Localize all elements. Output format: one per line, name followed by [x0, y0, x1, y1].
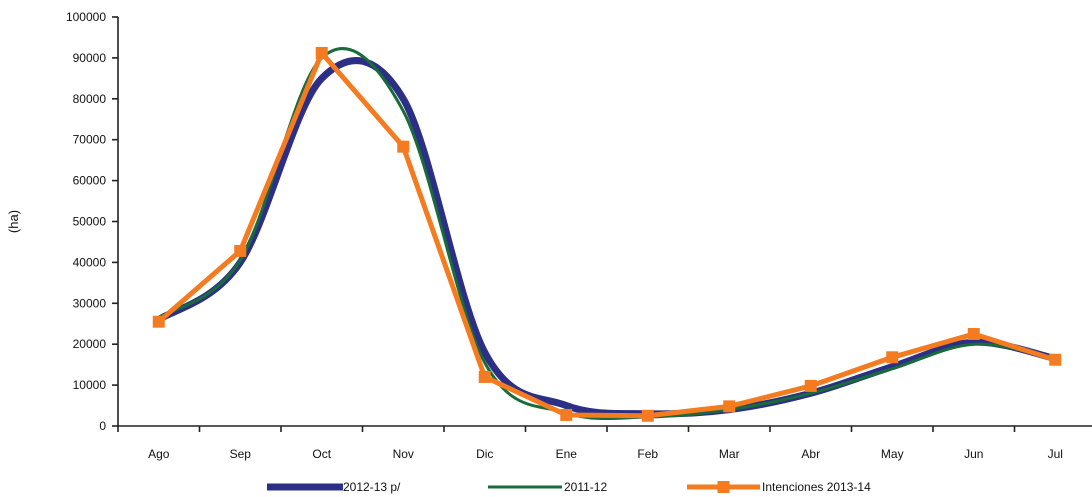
x-tick-label: Nov — [393, 447, 414, 461]
y-tick-label: 0 — [99, 419, 106, 433]
data-point-marker — [152, 315, 165, 328]
data-point-marker — [234, 244, 247, 257]
x-tick-label: May — [881, 447, 904, 461]
x-axis-ticks: Ago Sep Oct Nov Dic Ene Feb Mar Abr May Jun Jul — [117, 426, 1063, 461]
series-layer — [152, 46, 1062, 422]
data-point-marker — [1049, 353, 1062, 366]
legend: 2012-13 p/2011-12 Intenciones 2013-14 — [267, 480, 871, 494]
x-tick-label: Feb — [637, 447, 658, 461]
x-tick-label: Ene — [556, 447, 578, 461]
legend-swatch-marker — [717, 481, 730, 493]
data-point-marker — [886, 351, 899, 364]
y-tick-label: 100000 — [66, 10, 106, 24]
x-tick-label: Oct — [312, 447, 331, 461]
series-line — [155, 57, 1059, 418]
legend-item: 2011-12 — [488, 480, 607, 494]
y-tick-label: 60000 — [73, 174, 107, 188]
x-tick-label: Sep — [230, 447, 252, 461]
y-tick-label: 30000 — [73, 296, 107, 310]
data-point-marker — [967, 327, 980, 340]
y-tick-label: 10000 — [73, 378, 107, 392]
series-line — [157, 47, 1057, 421]
axes-layer: 0 10000 20000 30000 40000 50000 60000 70000 8000… — [6, 10, 1092, 461]
data-point-marker — [478, 370, 491, 383]
legend-label: Intenciones 2013-14 — [762, 480, 871, 494]
x-tick-label: Dic — [476, 447, 493, 461]
series-group — [155, 57, 1059, 418]
series-group — [152, 46, 1062, 422]
x-tick-label: Ago — [148, 447, 170, 461]
y-tick-label: 70000 — [73, 133, 107, 147]
x-tick-label: Mar — [719, 447, 740, 461]
y-tick-label: 20000 — [73, 337, 107, 351]
data-point-marker — [641, 409, 654, 422]
legend-item: Intenciones 2013-14 — [687, 480, 871, 494]
y-tick-label: 90000 — [73, 51, 107, 65]
x-tick-label: Abr — [801, 447, 820, 461]
data-point-marker — [397, 140, 410, 153]
x-tick-label: Jul — [1048, 447, 1063, 461]
data-point-marker — [723, 400, 736, 413]
data-point-marker — [560, 408, 573, 421]
legend-label: 2011-12 — [564, 480, 607, 494]
data-point-marker — [315, 46, 328, 59]
y-tick-label: 50000 — [73, 215, 107, 229]
series-line — [156, 50, 1058, 419]
y-tick-label: 80000 — [73, 92, 107, 106]
y-axis-title: (ha) — [6, 210, 21, 233]
series-group — [157, 47, 1057, 421]
x-tick-label: Jun — [964, 447, 983, 461]
y-axis-ticks: 0 10000 20000 30000 40000 50000 60000 70000 8000… — [66, 10, 118, 433]
y-tick-label: 40000 — [73, 255, 107, 269]
legend-item: 2012-13 p/ — [267, 480, 401, 494]
data-point-marker — [804, 379, 817, 392]
legend-label: 2012-13 p/ — [343, 480, 401, 494]
